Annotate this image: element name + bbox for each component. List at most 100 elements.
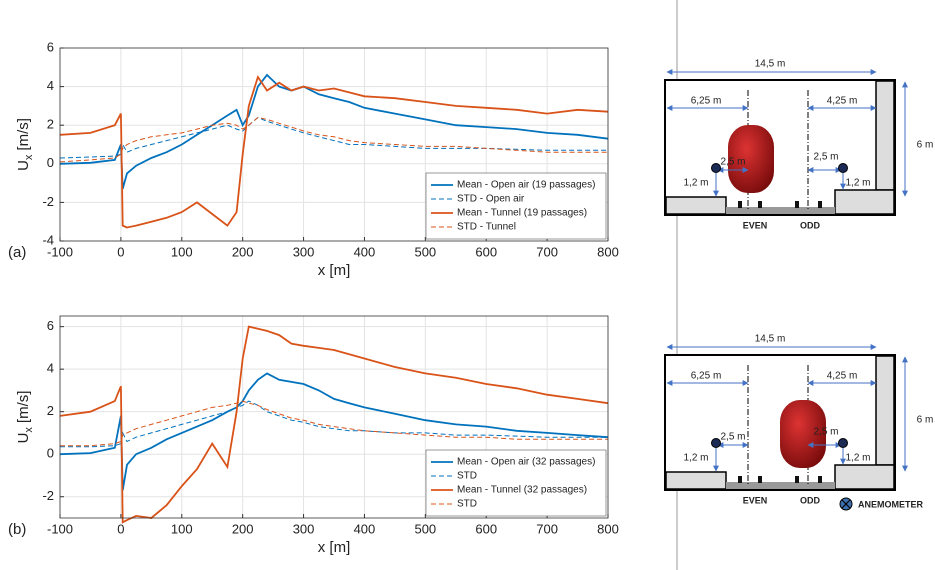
y-tick-label: -4 <box>42 232 54 247</box>
anemometer <box>711 438 721 448</box>
legend-label: STD <box>457 471 477 482</box>
track-odd-label: ODD <box>800 220 821 230</box>
y-tick-label: 6 <box>47 39 54 54</box>
gap-left-label: 2,5 m <box>720 157 745 168</box>
y-tick-label: 6 <box>47 318 54 333</box>
y-axis-label-text: Ux [m/s] <box>15 391 35 444</box>
legend-label: STD - Open air <box>457 194 525 205</box>
gap-right-label: 2,5 m <box>813 152 838 163</box>
x-tick-label: 700 <box>536 244 558 259</box>
left-label: 6,25 m <box>691 96 722 107</box>
legend-label: Mean - Tunnel (19 passages) <box>457 208 587 219</box>
y-axis-label: Ux [m/s] <box>15 118 35 171</box>
height-label: 6 m <box>917 415 934 426</box>
width-label: 14,5 m <box>755 59 786 70</box>
series-line <box>59 73 609 190</box>
legend-label: Mean - Tunnel (32 passages) <box>457 485 587 496</box>
y-tick-label: -2 <box>42 194 54 209</box>
y-label-sub: x <box>23 427 35 433</box>
rail <box>795 201 799 208</box>
series-line <box>59 74 609 229</box>
anemometer <box>711 163 721 173</box>
track-bed <box>726 482 835 489</box>
rail <box>818 201 822 208</box>
platform-left <box>665 196 727 215</box>
rail <box>738 476 742 483</box>
series-line <box>59 325 609 524</box>
rail <box>758 201 762 208</box>
axes-box <box>59 47 609 242</box>
y-tick-label: 4 <box>47 78 54 93</box>
series-line <box>59 116 608 163</box>
right-label: 4,25 m <box>827 371 858 382</box>
y-label-main: U <box>15 160 32 171</box>
y-tick-label: -2 <box>42 488 54 503</box>
rail <box>758 476 762 483</box>
x-tick-label: 600 <box>475 521 497 536</box>
platform-left <box>665 471 727 490</box>
y-tick-label: 2 <box>47 403 54 418</box>
tunnel-diagram: 14,5 m 6 m 6,25 m 4,25 m 2,5 m 2,5 m 1,2 m 1,2 … <box>664 334 934 511</box>
x-tick-label: 300 <box>293 244 315 259</box>
y-tick-label: 4 <box>47 361 54 376</box>
y-label-sub: x <box>23 154 35 160</box>
series-line <box>60 400 608 447</box>
x-tick-label: 0 <box>117 521 124 536</box>
platform-right <box>834 464 895 490</box>
tunnel-outline <box>664 79 896 216</box>
height-right-label: 1,2 m <box>845 178 870 189</box>
x-tick-label: 200 <box>232 244 254 259</box>
wall-block <box>875 80 895 191</box>
series-line <box>59 372 609 491</box>
x-tick-label: 100 <box>171 521 193 536</box>
legend-label: Mean - Open air (32 passages) <box>457 457 595 468</box>
track-odd-label: ODD <box>800 495 821 505</box>
x-tick-label: 700 <box>536 521 558 536</box>
x-tick-label: 400 <box>354 521 376 536</box>
x-tick-label: 800 <box>597 521 619 536</box>
x-tick-label: 600 <box>475 244 497 259</box>
y-tick-label: 2 <box>47 117 54 132</box>
y-label-unit: [m/s] <box>15 118 32 151</box>
legend-label: Mean - Open air (19 passages) <box>457 180 595 191</box>
y-tick-label: 0 <box>47 155 54 170</box>
anemometer <box>838 163 848 173</box>
height-right-label: 1,2 m <box>845 453 870 464</box>
anemometer-cross <box>841 499 851 509</box>
height-left-label: 1,2 m <box>683 453 708 464</box>
wall-block <box>875 355 895 466</box>
y-tick-label: 0 <box>47 446 54 461</box>
panel-label: (a) <box>8 244 26 261</box>
gap-left-label: 2,5 m <box>720 432 745 443</box>
x-tick-label: -100 <box>47 521 73 536</box>
track-even-label: EVEN <box>743 495 768 505</box>
rail <box>795 476 799 483</box>
track-bed <box>726 207 835 214</box>
legend-box <box>425 172 607 240</box>
height-left-label: 1,2 m <box>683 178 708 189</box>
y-label-main: U <box>15 433 32 444</box>
x-tick-label: 0 <box>117 244 124 259</box>
x-tick-label: 800 <box>597 244 619 259</box>
x-axis-label: x [m] <box>318 539 351 556</box>
width-label: 14,5 m <box>755 334 786 345</box>
panel-label: (b) <box>8 521 26 538</box>
legend-box <box>425 449 607 517</box>
axes-box <box>59 315 609 519</box>
train <box>780 400 826 468</box>
tunnel-diagram: 14,5 m 6 m 6,25 m 4,25 m 2,5 m 2,5 m 1,2 m 1,2 … <box>664 59 934 230</box>
legend-label: STD - Tunnel <box>457 222 516 233</box>
x-tick-label: 100 <box>171 244 193 259</box>
x-tick-label: 500 <box>414 521 436 536</box>
gap-right-label: 2,5 m <box>813 427 838 438</box>
platform-right <box>834 189 895 215</box>
x-tick-label: -100 <box>47 244 73 259</box>
rail <box>818 476 822 483</box>
anemometer <box>838 438 848 448</box>
x-tick-label: 300 <box>293 521 315 536</box>
left-label: 6,25 m <box>691 371 722 382</box>
anemometer-label: ANEMOMETER <box>858 499 924 509</box>
height-label: 6 m <box>917 140 934 151</box>
y-label-unit: [m/s] <box>15 391 32 424</box>
